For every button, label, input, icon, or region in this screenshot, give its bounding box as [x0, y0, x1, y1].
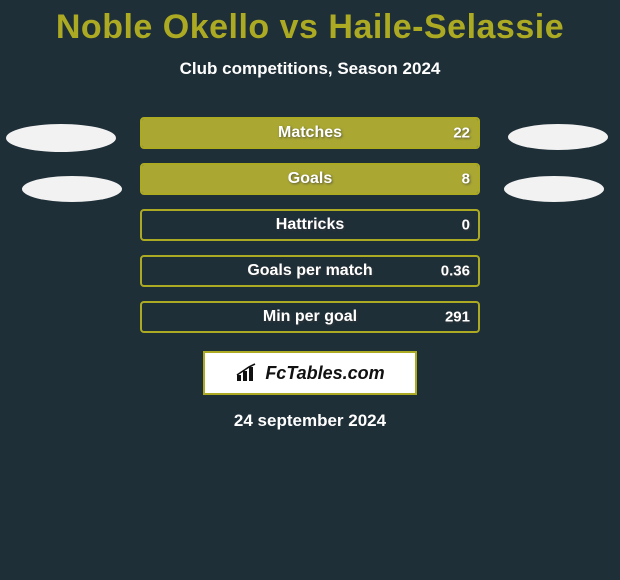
- stat-label: Hattricks: [276, 216, 344, 234]
- date-text: 24 september 2024: [0, 411, 620, 431]
- bar-right-fill: [310, 165, 478, 193]
- bar-left: [142, 165, 310, 193]
- stat-value-right: 0.36: [441, 263, 470, 280]
- stat-row: Matches 22: [140, 117, 480, 149]
- stat-label: Min per goal: [263, 308, 357, 326]
- stat-row: Goals 8: [140, 163, 480, 195]
- stats-container: Matches 22 Goals 8 Hattricks 0: [0, 117, 620, 333]
- stat-row: Goals per match 0.36: [140, 255, 480, 287]
- bar-right: [310, 165, 478, 193]
- stat-value-right: 291: [445, 309, 470, 326]
- bar-chart-icon: [235, 363, 259, 383]
- stat-label: Goals per match: [247, 262, 372, 280]
- page-title: Noble Okello vs Haile-Selassie: [0, 0, 620, 47]
- brand-text: FcTables.com: [265, 363, 384, 384]
- bar-left-fill: [142, 165, 310, 193]
- subtitle: Club competitions, Season 2024: [0, 59, 620, 79]
- stat-value-right: 8: [462, 171, 470, 188]
- stat-row: Hattricks 0: [140, 209, 480, 241]
- brand-box[interactable]: FcTables.com: [203, 351, 417, 395]
- page-root: Noble Okello vs Haile-Selassie Club comp…: [0, 0, 620, 580]
- stat-value-right: 22: [453, 125, 470, 142]
- stat-label: Matches: [278, 124, 342, 142]
- stat-row: Min per goal 291: [140, 301, 480, 333]
- stat-value-right: 0: [462, 217, 470, 234]
- stat-label: Goals: [288, 170, 332, 188]
